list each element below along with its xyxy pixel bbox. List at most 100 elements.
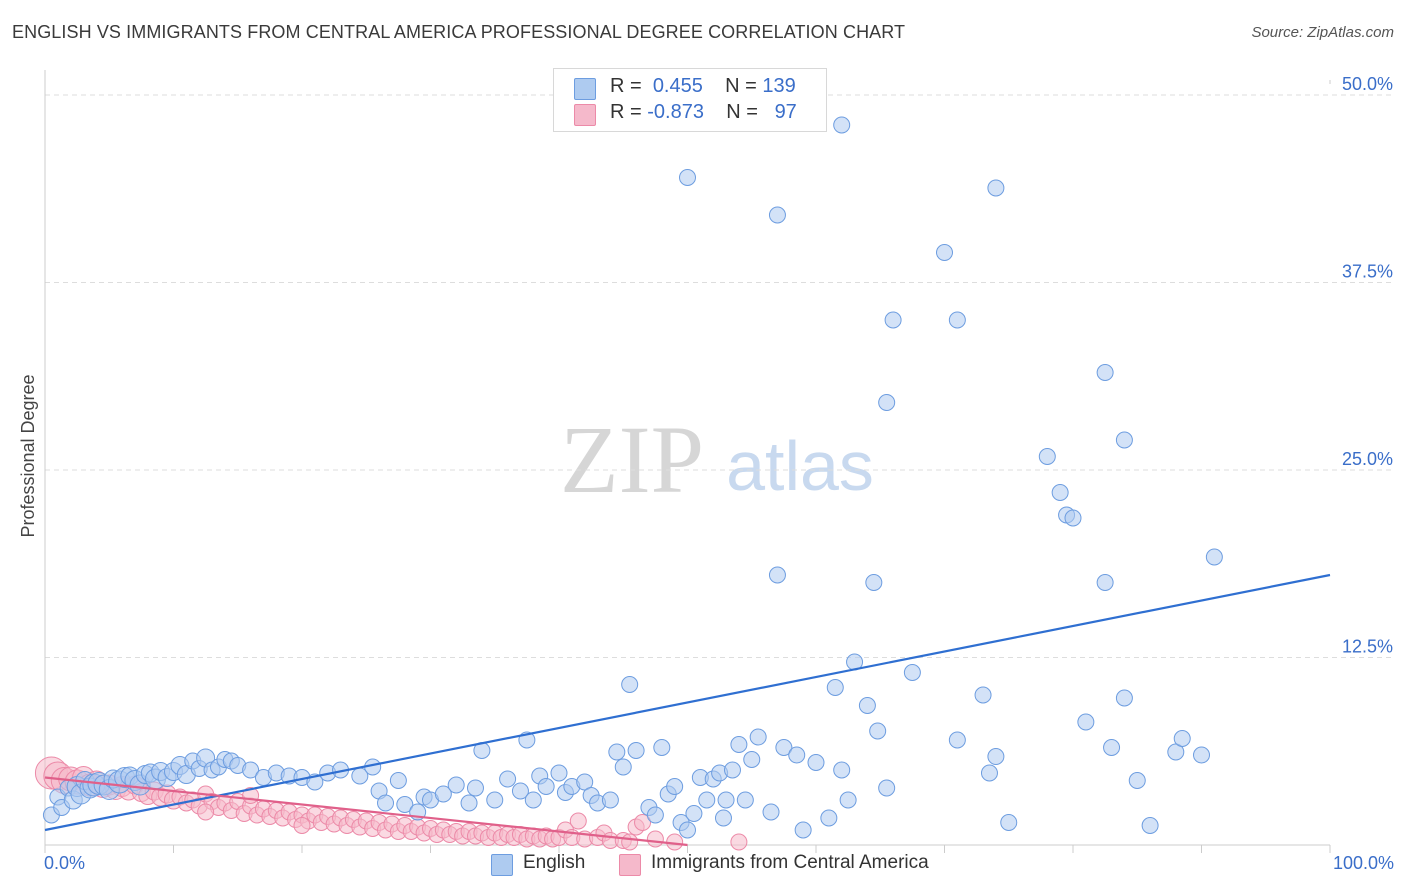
english-point <box>1141 817 1159 834</box>
english-point <box>499 770 517 788</box>
english-point <box>768 566 786 584</box>
y-tick-label: 50.0% <box>1342 74 1393 94</box>
english-point <box>730 736 748 753</box>
english-point <box>377 794 395 812</box>
english-point <box>679 169 696 186</box>
immigrants-point <box>621 833 639 851</box>
english-point <box>1173 730 1191 747</box>
english-point <box>775 739 793 756</box>
english-points <box>42 116 1223 839</box>
y-tick-label: 25.0% <box>1342 449 1393 469</box>
english-point <box>833 761 851 779</box>
english-point <box>1038 448 1056 465</box>
bottom-legend-swatch-english <box>491 854 513 876</box>
english-point <box>396 796 414 813</box>
english-point <box>948 311 966 329</box>
chart-title: ENGLISH VS IMMIGRANTS FROM CENTRAL AMERI… <box>12 22 906 42</box>
english-point <box>987 748 1005 765</box>
english-point <box>1115 431 1133 449</box>
english-point <box>865 574 883 591</box>
english-point <box>1064 509 1082 527</box>
english-point <box>1077 713 1095 731</box>
immigrants-point <box>646 830 664 848</box>
english-point <box>627 742 645 759</box>
english-point <box>653 739 671 756</box>
correlation-legend: R = 0.455 N = 139 R = -0.873 N = 97 <box>553 68 827 132</box>
english-point <box>858 697 876 714</box>
english-point <box>714 809 732 827</box>
english-point <box>447 776 465 794</box>
y-tick-label: 37.5% <box>1342 262 1393 282</box>
bottom-legend-label-immigrants: Immigrants from Central America <box>651 852 929 873</box>
english-point <box>608 743 626 761</box>
x-tick-right: 100.0% <box>1333 853 1394 873</box>
y-tick-label: 12.5% <box>1342 637 1393 657</box>
immigrants-point <box>293 817 311 834</box>
english-point <box>723 761 741 779</box>
watermark-zip: ZIP <box>560 406 704 513</box>
english-point <box>768 206 786 224</box>
english-point <box>807 754 825 771</box>
english-point <box>1115 689 1133 707</box>
legend-swatch-immigrants <box>574 104 596 126</box>
english-point <box>980 764 998 782</box>
trend-lines <box>44 573 1331 847</box>
english-point <box>685 805 703 822</box>
english-point <box>601 791 619 809</box>
english-point <box>466 779 484 797</box>
legend-text-immigrants: R = -0.873 N = 97 <box>610 101 797 123</box>
english-point <box>1103 739 1121 756</box>
english-point <box>936 244 953 261</box>
english-point <box>242 761 260 779</box>
english-point <box>826 679 844 696</box>
english-point <box>646 806 664 824</box>
english-point <box>1096 574 1114 591</box>
legend-text-english: R = 0.455 N = 139 <box>610 75 796 97</box>
y-tick-labels: 12.5% 25.0% 37.5% 50.0% <box>1342 74 1393 657</box>
english-point <box>788 746 806 764</box>
x-tick-left: 0.0% <box>44 853 85 873</box>
english-point <box>1128 772 1146 789</box>
english-point <box>820 809 838 827</box>
english-point <box>460 794 478 812</box>
immigrants-point <box>730 833 748 851</box>
watermark: ZIP atlas <box>560 406 874 513</box>
english-point <box>550 764 568 782</box>
english-point <box>621 676 639 693</box>
english-point <box>884 311 902 329</box>
english-point <box>736 791 754 809</box>
immigrants-point <box>197 803 215 821</box>
english-point <box>1096 364 1114 381</box>
english-point <box>524 791 542 809</box>
english-point <box>869 722 887 740</box>
english-point <box>666 778 684 795</box>
english-point <box>679 821 696 839</box>
bottom-legend-swatch-immigrants <box>619 854 641 876</box>
english-point <box>749 728 767 746</box>
english-point <box>1205 548 1223 566</box>
english-point <box>833 116 851 134</box>
english-point <box>762 803 780 821</box>
immigrants-trend-line <box>44 776 688 847</box>
english-point <box>698 791 716 809</box>
english-point <box>434 785 452 803</box>
english-point <box>1000 814 1018 831</box>
english-point <box>974 686 992 704</box>
watermark-atlas: atlas <box>726 427 874 505</box>
english-point <box>743 751 761 768</box>
english-point <box>878 394 896 411</box>
legend-swatch-english <box>574 78 596 100</box>
immigrants-point <box>634 814 652 831</box>
english-point <box>537 778 555 795</box>
source-label: Source: ZipAtlas.com <box>1251 24 1394 41</box>
english-point <box>486 791 504 809</box>
english-point <box>1051 484 1069 501</box>
english-point <box>903 664 921 681</box>
english-point <box>794 821 812 839</box>
english-point <box>614 758 632 776</box>
english-point <box>717 791 735 809</box>
english-trend-line <box>44 573 1331 832</box>
english-point <box>878 779 896 797</box>
english-point <box>948 731 966 749</box>
